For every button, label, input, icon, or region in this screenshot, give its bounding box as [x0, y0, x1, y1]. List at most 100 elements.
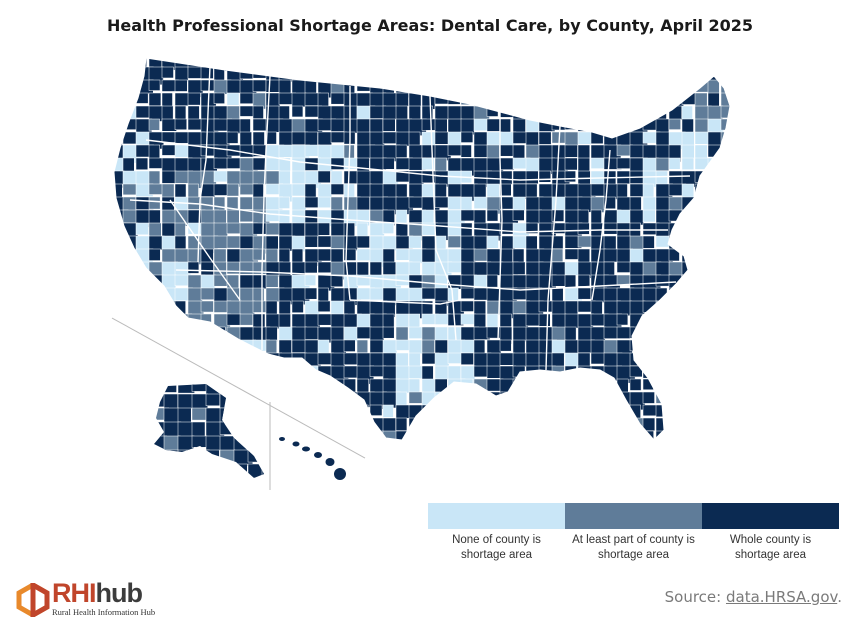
county-cell: [720, 66, 730, 81]
county-cell: [681, 209, 695, 229]
county-cell: [177, 463, 197, 478]
county-cell: [694, 326, 712, 344]
county-cell: [239, 58, 252, 66]
county-cell: [200, 66, 214, 79]
county-cell: [421, 58, 434, 69]
county-cell: [630, 444, 646, 459]
county-cell: [642, 326, 658, 341]
county-cell: [668, 79, 684, 96]
county-cell: [278, 209, 291, 224]
county-cell: [734, 197, 752, 213]
county-cell: [564, 326, 577, 342]
county-cell: [187, 66, 204, 79]
county-cell: [122, 365, 139, 380]
county-cell: [603, 79, 616, 98]
county-cell: [487, 444, 499, 455]
county-cell: [122, 209, 138, 224]
county-cell: [629, 339, 642, 352]
county-cell: [707, 365, 722, 385]
county-cell: [200, 79, 216, 92]
county-cell: [577, 209, 590, 225]
county-cell: [681, 404, 698, 417]
county-cell: [564, 58, 582, 69]
county-cell: [499, 352, 515, 366]
county-cell: [226, 79, 243, 94]
county-cell: [266, 444, 280, 455]
county-cell: [252, 417, 264, 430]
county-cell: [233, 421, 254, 441]
county-cell: [252, 300, 267, 313]
county-cell: [356, 235, 370, 249]
county-cell: [512, 430, 528, 440]
county-cell: [707, 58, 725, 70]
county-cell: [213, 92, 225, 104]
county-cell: [395, 417, 408, 431]
county-cell: [720, 157, 730, 172]
county-cell: [681, 222, 696, 236]
county-cell: [734, 444, 752, 456]
county-cell: [616, 209, 631, 225]
county-cell: [603, 248, 619, 263]
county-cell: [655, 313, 673, 328]
county-cell: [720, 313, 730, 330]
county-cell: [291, 79, 307, 95]
county-cell: [460, 222, 473, 238]
county-cell: [304, 131, 318, 147]
county-cell: [174, 339, 193, 353]
county-cell: [174, 118, 187, 130]
county-cell: [551, 196, 566, 211]
county-cell: [551, 105, 565, 121]
county-cell: [499, 157, 515, 170]
county-cell: [668, 58, 681, 70]
county-cell: [317, 170, 331, 183]
county-cell: [486, 66, 504, 78]
county-cell: [694, 287, 708, 300]
county-cell: [114, 378, 123, 394]
county-cell: [382, 118, 396, 132]
county-cell: [291, 378, 308, 392]
county-cell: [655, 339, 671, 353]
county-cell: [317, 417, 334, 434]
county-cell: [590, 326, 606, 343]
county-cell: [278, 79, 292, 94]
county-cell: [135, 339, 151, 359]
county-cell: [356, 378, 369, 393]
county-cell: [421, 430, 435, 440]
county-cell: [213, 339, 228, 356]
county-cell: [707, 339, 723, 352]
county-cell: [499, 417, 511, 435]
legend-label-partial: At least part of county is shortage area: [572, 534, 695, 561]
county-cell: [681, 313, 699, 326]
county-cell: [408, 391, 424, 404]
county-cell: [174, 66, 189, 83]
county-cell: [525, 404, 540, 416]
county-cell: [668, 404, 682, 423]
county-cell: [122, 274, 140, 293]
county-cell: [291, 248, 304, 264]
county-cell: [734, 158, 747, 173]
county-cell: [148, 209, 161, 225]
county-cell: [486, 209, 499, 222]
county-cell: [177, 393, 193, 410]
county-cell: [434, 183, 447, 198]
source-link[interactable]: data.HRSA.gov: [725, 588, 838, 606]
county-cell: [187, 339, 203, 354]
county-cell: [655, 404, 675, 418]
county-cell: [617, 444, 629, 459]
county-cell: [148, 170, 161, 185]
county-cell: [708, 444, 725, 462]
county-cell: [551, 248, 564, 263]
county-cell: [356, 66, 375, 83]
county-cell: [642, 209, 656, 223]
county-cell: [707, 352, 720, 370]
county-cell: [343, 118, 358, 134]
county-cell: [603, 391, 618, 405]
county-cell: [668, 222, 684, 238]
county-cell: [668, 391, 682, 405]
county-cell: [551, 404, 569, 422]
legend-swatch-none: [428, 503, 565, 529]
rhihub-logo[interactable]: RHIhub Rural Health Information Hub: [16, 580, 155, 617]
county-cell: [278, 274, 293, 289]
county-cell: [721, 444, 733, 459]
county-cell: [317, 58, 330, 67]
